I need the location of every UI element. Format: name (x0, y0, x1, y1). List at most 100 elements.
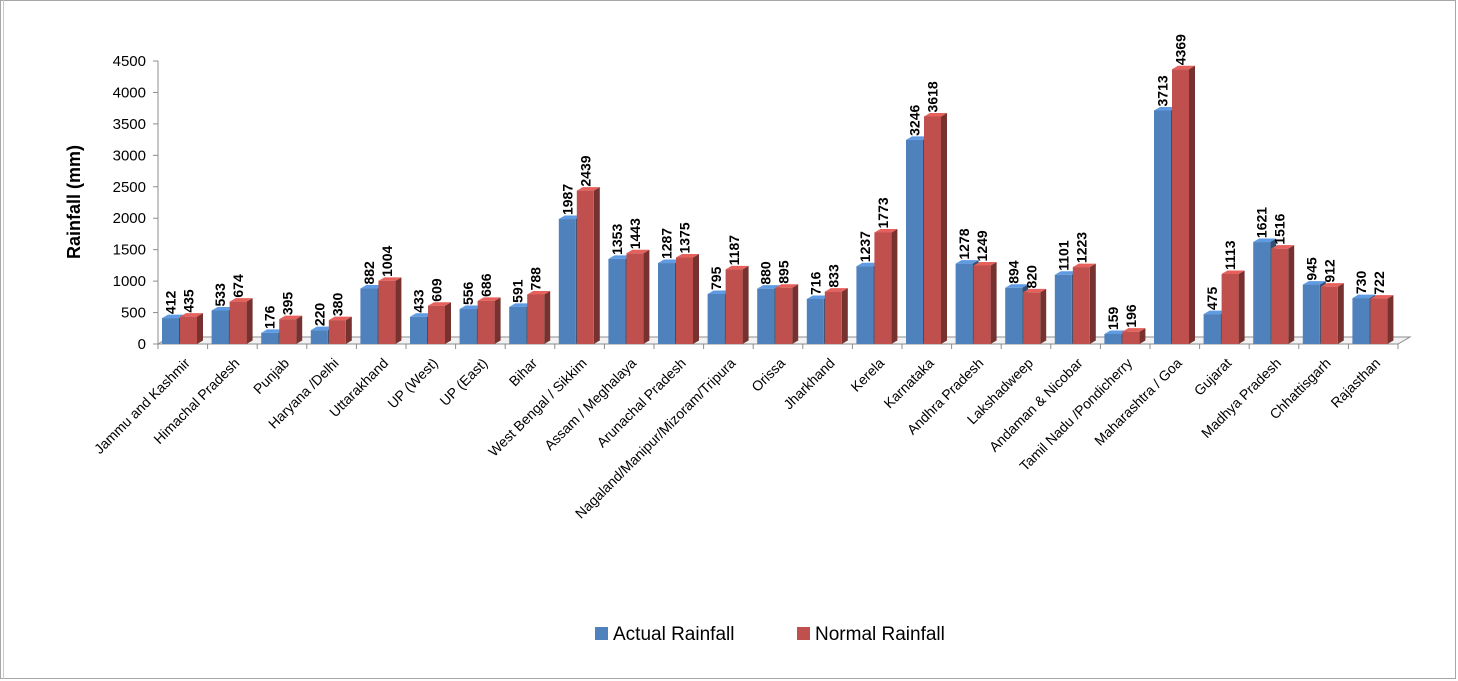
x-category-label: Jammu and Kashmir (91, 355, 193, 457)
data-label: 159 (1105, 306, 1121, 330)
data-label: 1187 (726, 235, 742, 266)
bar-front (1253, 242, 1271, 344)
bar-top (1253, 238, 1277, 243)
bar-normal (1221, 270, 1245, 344)
data-label: 674 (230, 274, 246, 298)
bar-normal (229, 298, 253, 344)
bar-normal (527, 290, 551, 344)
bar-front (626, 253, 644, 344)
bar-top (725, 265, 749, 270)
bar-front (1302, 284, 1320, 344)
bar-top (410, 313, 433, 317)
y-tick-label: 3500 (113, 116, 146, 133)
bar-top (1023, 288, 1047, 293)
bar-normal (626, 249, 650, 344)
bar-top (757, 285, 781, 289)
data-label: 176 (262, 305, 278, 329)
bar-front (261, 332, 279, 344)
bar-side (395, 277, 402, 344)
x-category-label: UP (East) (436, 355, 490, 409)
bar-front (428, 305, 445, 344)
bar-front (924, 116, 941, 344)
bar-top (1203, 310, 1227, 315)
bar-side (1139, 328, 1146, 344)
data-label: 1101 (1055, 240, 1071, 271)
x-category-label: Jharkhand (780, 355, 838, 413)
bar-front (1023, 292, 1041, 344)
bar-side (494, 297, 501, 344)
bar-normal (1271, 245, 1295, 344)
x-category-label: Kerela (847, 355, 887, 395)
chart-frame-inner (3, 0, 1454, 679)
bar-side (445, 302, 451, 344)
bar-front (856, 266, 874, 344)
data-label: 912 (1321, 259, 1337, 283)
bar-normal (378, 277, 402, 344)
bar-side (1089, 263, 1096, 344)
bar-top (955, 260, 979, 264)
x-category-label: Assam / Meghalaya (541, 355, 639, 453)
bar-normal (1320, 283, 1344, 344)
data-label: 1237 (857, 231, 873, 262)
y-tick-label: 0 (138, 336, 146, 353)
bar-front (509, 306, 527, 344)
data-label: 716 (807, 271, 823, 295)
y-tick-label: 1500 (113, 242, 146, 259)
bar-normal (328, 316, 352, 344)
data-label: 533 (212, 283, 228, 307)
data-label: 795 (708, 266, 724, 290)
data-label: 435 (181, 289, 197, 313)
y-tick-label: 2500 (113, 179, 146, 196)
legend: Actual Rainfall Normal Rainfall (595, 624, 945, 645)
bar-front (608, 258, 626, 344)
bar-top (608, 255, 632, 259)
data-label: 945 (1303, 257, 1319, 281)
data-label: 895 (776, 260, 792, 284)
bar-normal (924, 112, 947, 344)
y-tick-label: 2000 (113, 210, 146, 227)
x-category-label: Himachal Pradesh (150, 355, 242, 447)
data-label: 1113 (1222, 240, 1238, 270)
bar-top (576, 187, 600, 191)
bar-top (428, 302, 451, 306)
legend-label-actual: Actual Rainfall (613, 624, 734, 645)
bar-side (1040, 288, 1047, 344)
data-label: 686 (478, 273, 494, 297)
bar-top (1122, 328, 1146, 332)
bar-front (410, 316, 427, 344)
data-label: 475 (1204, 287, 1220, 311)
x-category-label: Gujarat (1191, 355, 1235, 399)
bar-normal (1072, 263, 1096, 344)
x-category-label: UP (West) (384, 355, 441, 412)
data-label: 609 (429, 278, 445, 302)
bar-front (477, 300, 495, 344)
bar-top (310, 326, 334, 331)
bar-top (1072, 263, 1096, 268)
bar-side (792, 284, 799, 344)
bar-front (459, 309, 477, 344)
bar-front (906, 139, 923, 344)
bar-front (1172, 69, 1189, 345)
bar-front (725, 269, 743, 344)
data-label: 820 (1024, 265, 1040, 289)
bar-side (296, 315, 303, 344)
bar-front (1122, 331, 1140, 344)
bar-front (378, 280, 396, 344)
legend-swatch-normal (797, 627, 810, 640)
x-category-label: Maharashtra / Goa (1091, 355, 1185, 449)
data-label: 1223 (1073, 232, 1089, 263)
data-label: 880 (758, 261, 774, 285)
bar-front (310, 330, 328, 344)
bar-front (279, 319, 297, 344)
bar-top (328, 316, 352, 321)
y-axis-label: Rainfall (mm) (64, 145, 84, 259)
bar-top (180, 313, 203, 317)
bar-normal (1122, 328, 1146, 344)
bar-top (707, 290, 731, 295)
bar-top (527, 290, 551, 295)
data-label: 412 (163, 291, 179, 315)
bar-top (1302, 281, 1326, 285)
bar-top (1352, 294, 1376, 299)
bar-front (676, 257, 693, 344)
